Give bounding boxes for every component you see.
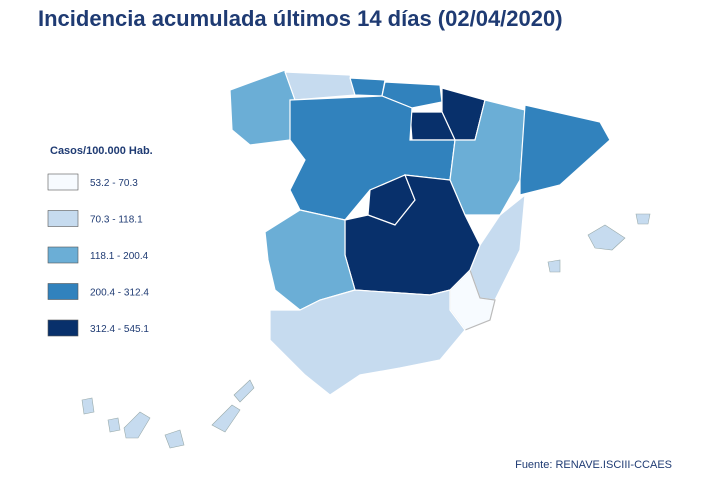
region (233, 379, 255, 403)
region (164, 429, 185, 449)
legend-label: 70.3 - 118.1 (90, 215, 143, 226)
legend-title: Casos/100.000 Hab. (50, 145, 153, 157)
region (229, 69, 296, 146)
legend-swatch (47, 319, 79, 337)
region (81, 397, 95, 415)
region (519, 104, 611, 196)
region (349, 77, 386, 97)
region (269, 289, 466, 396)
region (284, 71, 356, 101)
legend: 53.2 - 70.3 70.3 - 118.1 118.1 - 200.4 200.… (47, 173, 149, 337)
legend-swatch (47, 210, 79, 227)
region (123, 411, 151, 439)
legend-label: 312.4 - 545.1 (90, 324, 149, 335)
region (635, 213, 651, 225)
legend-label: 118.1 - 200.4 (90, 251, 149, 262)
source: Fuente: RENAVE.ISCIII-CCAES (515, 459, 672, 471)
legend-swatch (47, 173, 79, 191)
legend-swatch (47, 246, 79, 264)
region (587, 224, 626, 251)
legend-swatch (47, 283, 79, 300)
legend-label: 200.4 - 312.4 (90, 288, 149, 299)
legend-label: 53.2 - 70.3 (90, 178, 138, 189)
map (81, 69, 651, 449)
title: Incidencia acumulada últimos 14 días (02… (38, 6, 563, 31)
region (211, 404, 241, 433)
region (547, 259, 561, 273)
region (107, 417, 121, 433)
